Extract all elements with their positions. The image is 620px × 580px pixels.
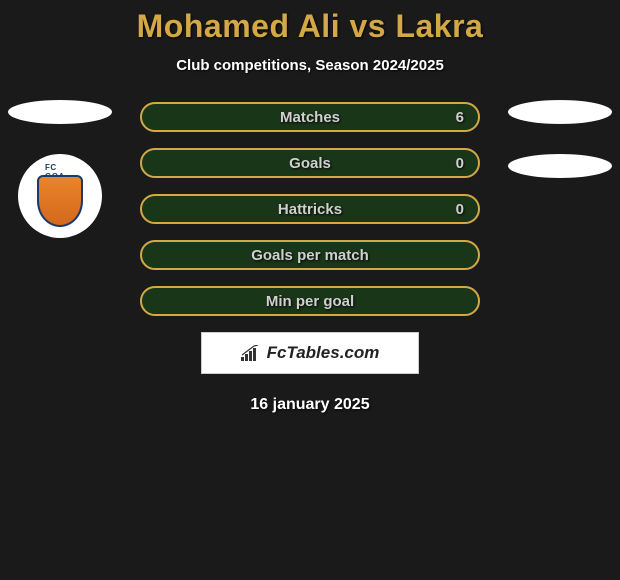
stat-value: 6 [456,109,464,126]
stat-row-goals: Goals 0 [140,148,480,178]
player-placeholder-ellipse [508,154,612,178]
main-container: Mohamed Ali vs Lakra Club competitions, … [0,0,620,414]
bar-chart-icon [241,345,261,361]
fc-goa-shield-icon [37,175,83,227]
left-player-badges: FC GOA [8,100,112,238]
brand-text: FcTables.com [267,343,380,363]
stat-label: Goals per match [251,247,369,264]
fc-goa-emblem: FC GOA [30,161,90,231]
stat-row-matches: Matches 6 [140,102,480,132]
stat-row-min-per-goal: Min per goal [140,286,480,316]
stat-label: Goals [289,155,331,172]
stat-label: Hattricks [278,201,342,218]
stat-value: 0 [456,201,464,218]
right-player-badges [508,100,612,208]
player-placeholder-ellipse [508,100,612,124]
player-placeholder-ellipse [8,100,112,124]
page-subtitle: Club competitions, Season 2024/2025 [0,57,620,74]
club-logo-fc-goa: FC GOA [18,154,102,238]
stat-rows: Matches 6 Goals 0 Hattricks 0 Goals per … [140,102,480,316]
date-label: 16 january 2025 [0,396,620,414]
stat-label: Min per goal [266,293,354,310]
page-title: Mohamed Ali vs Lakra [0,8,620,45]
stat-value: 0 [456,155,464,172]
stats-area: FC GOA Matches 6 Goals 0 Hattricks 0 [0,102,620,414]
stat-row-hattricks: Hattricks 0 [140,194,480,224]
brand-watermark: FcTables.com [201,332,419,374]
stat-row-goals-per-match: Goals per match [140,240,480,270]
stat-label: Matches [280,109,340,126]
